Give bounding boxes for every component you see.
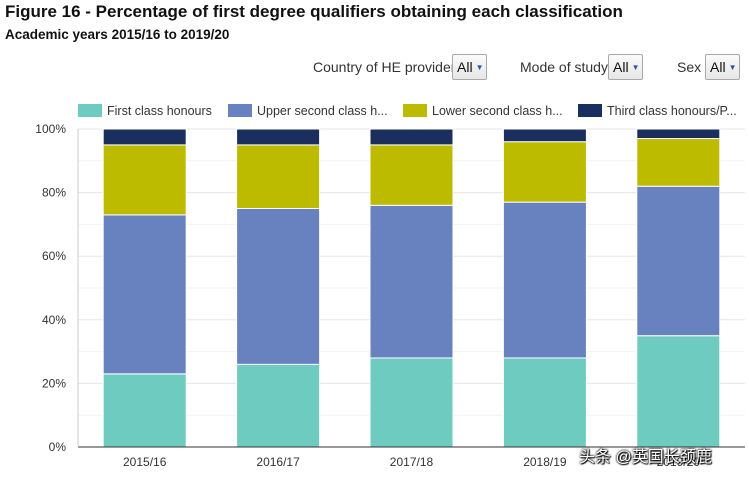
bar-segment	[102, 144, 187, 216]
chevron-down-icon: ▼	[728, 62, 737, 72]
chart-title: Figure 16 - Percentage of first degree q…	[5, 2, 623, 21]
x-tick-label: 2016/17	[256, 455, 300, 469]
mode-select[interactable]: All ▼	[608, 54, 643, 80]
filter-label-sex: Sex	[677, 59, 702, 75]
sex-select[interactable]: All ▼	[705, 54, 740, 80]
sex-select-value: All	[710, 59, 726, 75]
legend-swatch	[403, 104, 427, 117]
bar-segment	[369, 357, 454, 448]
bar-segment	[636, 128, 721, 140]
x-tick-label: 2015/16	[123, 455, 167, 469]
x-tick-label: 2017/18	[390, 455, 434, 469]
country-select[interactable]: All ▼	[452, 54, 487, 80]
y-tick-label: 100%	[35, 122, 66, 136]
filter-label-country: Country of HE provider	[313, 59, 456, 75]
bar-segment	[102, 128, 187, 146]
bar-segment	[502, 357, 587, 448]
x-tick-label: 2018/19	[523, 455, 567, 469]
country-select-value: All	[457, 59, 473, 75]
legend-label: Lower second class h...	[432, 104, 563, 118]
chevron-down-icon: ▼	[631, 62, 640, 72]
x-tick-label: 2019/20	[657, 455, 701, 469]
bar-segment	[236, 363, 321, 448]
bar-segment	[502, 128, 587, 143]
legend-label: Third class honours/P...	[607, 104, 737, 118]
bar-segment	[369, 204, 454, 359]
legend-swatch	[228, 104, 252, 117]
bar-segment	[502, 141, 587, 203]
bar-segment	[369, 128, 454, 146]
y-tick-label: 0%	[49, 440, 67, 454]
legend-swatch	[578, 104, 602, 117]
bar-segment	[502, 201, 587, 359]
chevron-down-icon: ▼	[475, 62, 484, 72]
bar-segment	[636, 335, 721, 448]
mode-select-value: All	[613, 59, 629, 75]
bar-segment	[236, 128, 321, 146]
bar-segment	[636, 138, 721, 187]
y-tick-label: 40%	[42, 313, 66, 327]
bar-segment	[636, 185, 721, 337]
bar-segment	[102, 373, 187, 448]
legend-label: Upper second class h...	[257, 104, 388, 118]
bar-segment	[236, 144, 321, 209]
y-tick-label: 20%	[42, 376, 66, 390]
bar-segment	[102, 214, 187, 375]
bar-segment	[369, 144, 454, 206]
watermark: 头条 @英国长颈鹿	[579, 449, 712, 466]
legend-label: First class honours	[107, 104, 212, 118]
chart-subtitle: Academic years 2015/16 to 2019/20	[5, 27, 230, 42]
bar-segment	[236, 208, 321, 365]
y-tick-label: 80%	[42, 186, 66, 200]
filter-label-mode: Mode of study	[520, 59, 608, 75]
legend-swatch	[78, 104, 102, 117]
y-tick-label: 60%	[42, 249, 66, 263]
